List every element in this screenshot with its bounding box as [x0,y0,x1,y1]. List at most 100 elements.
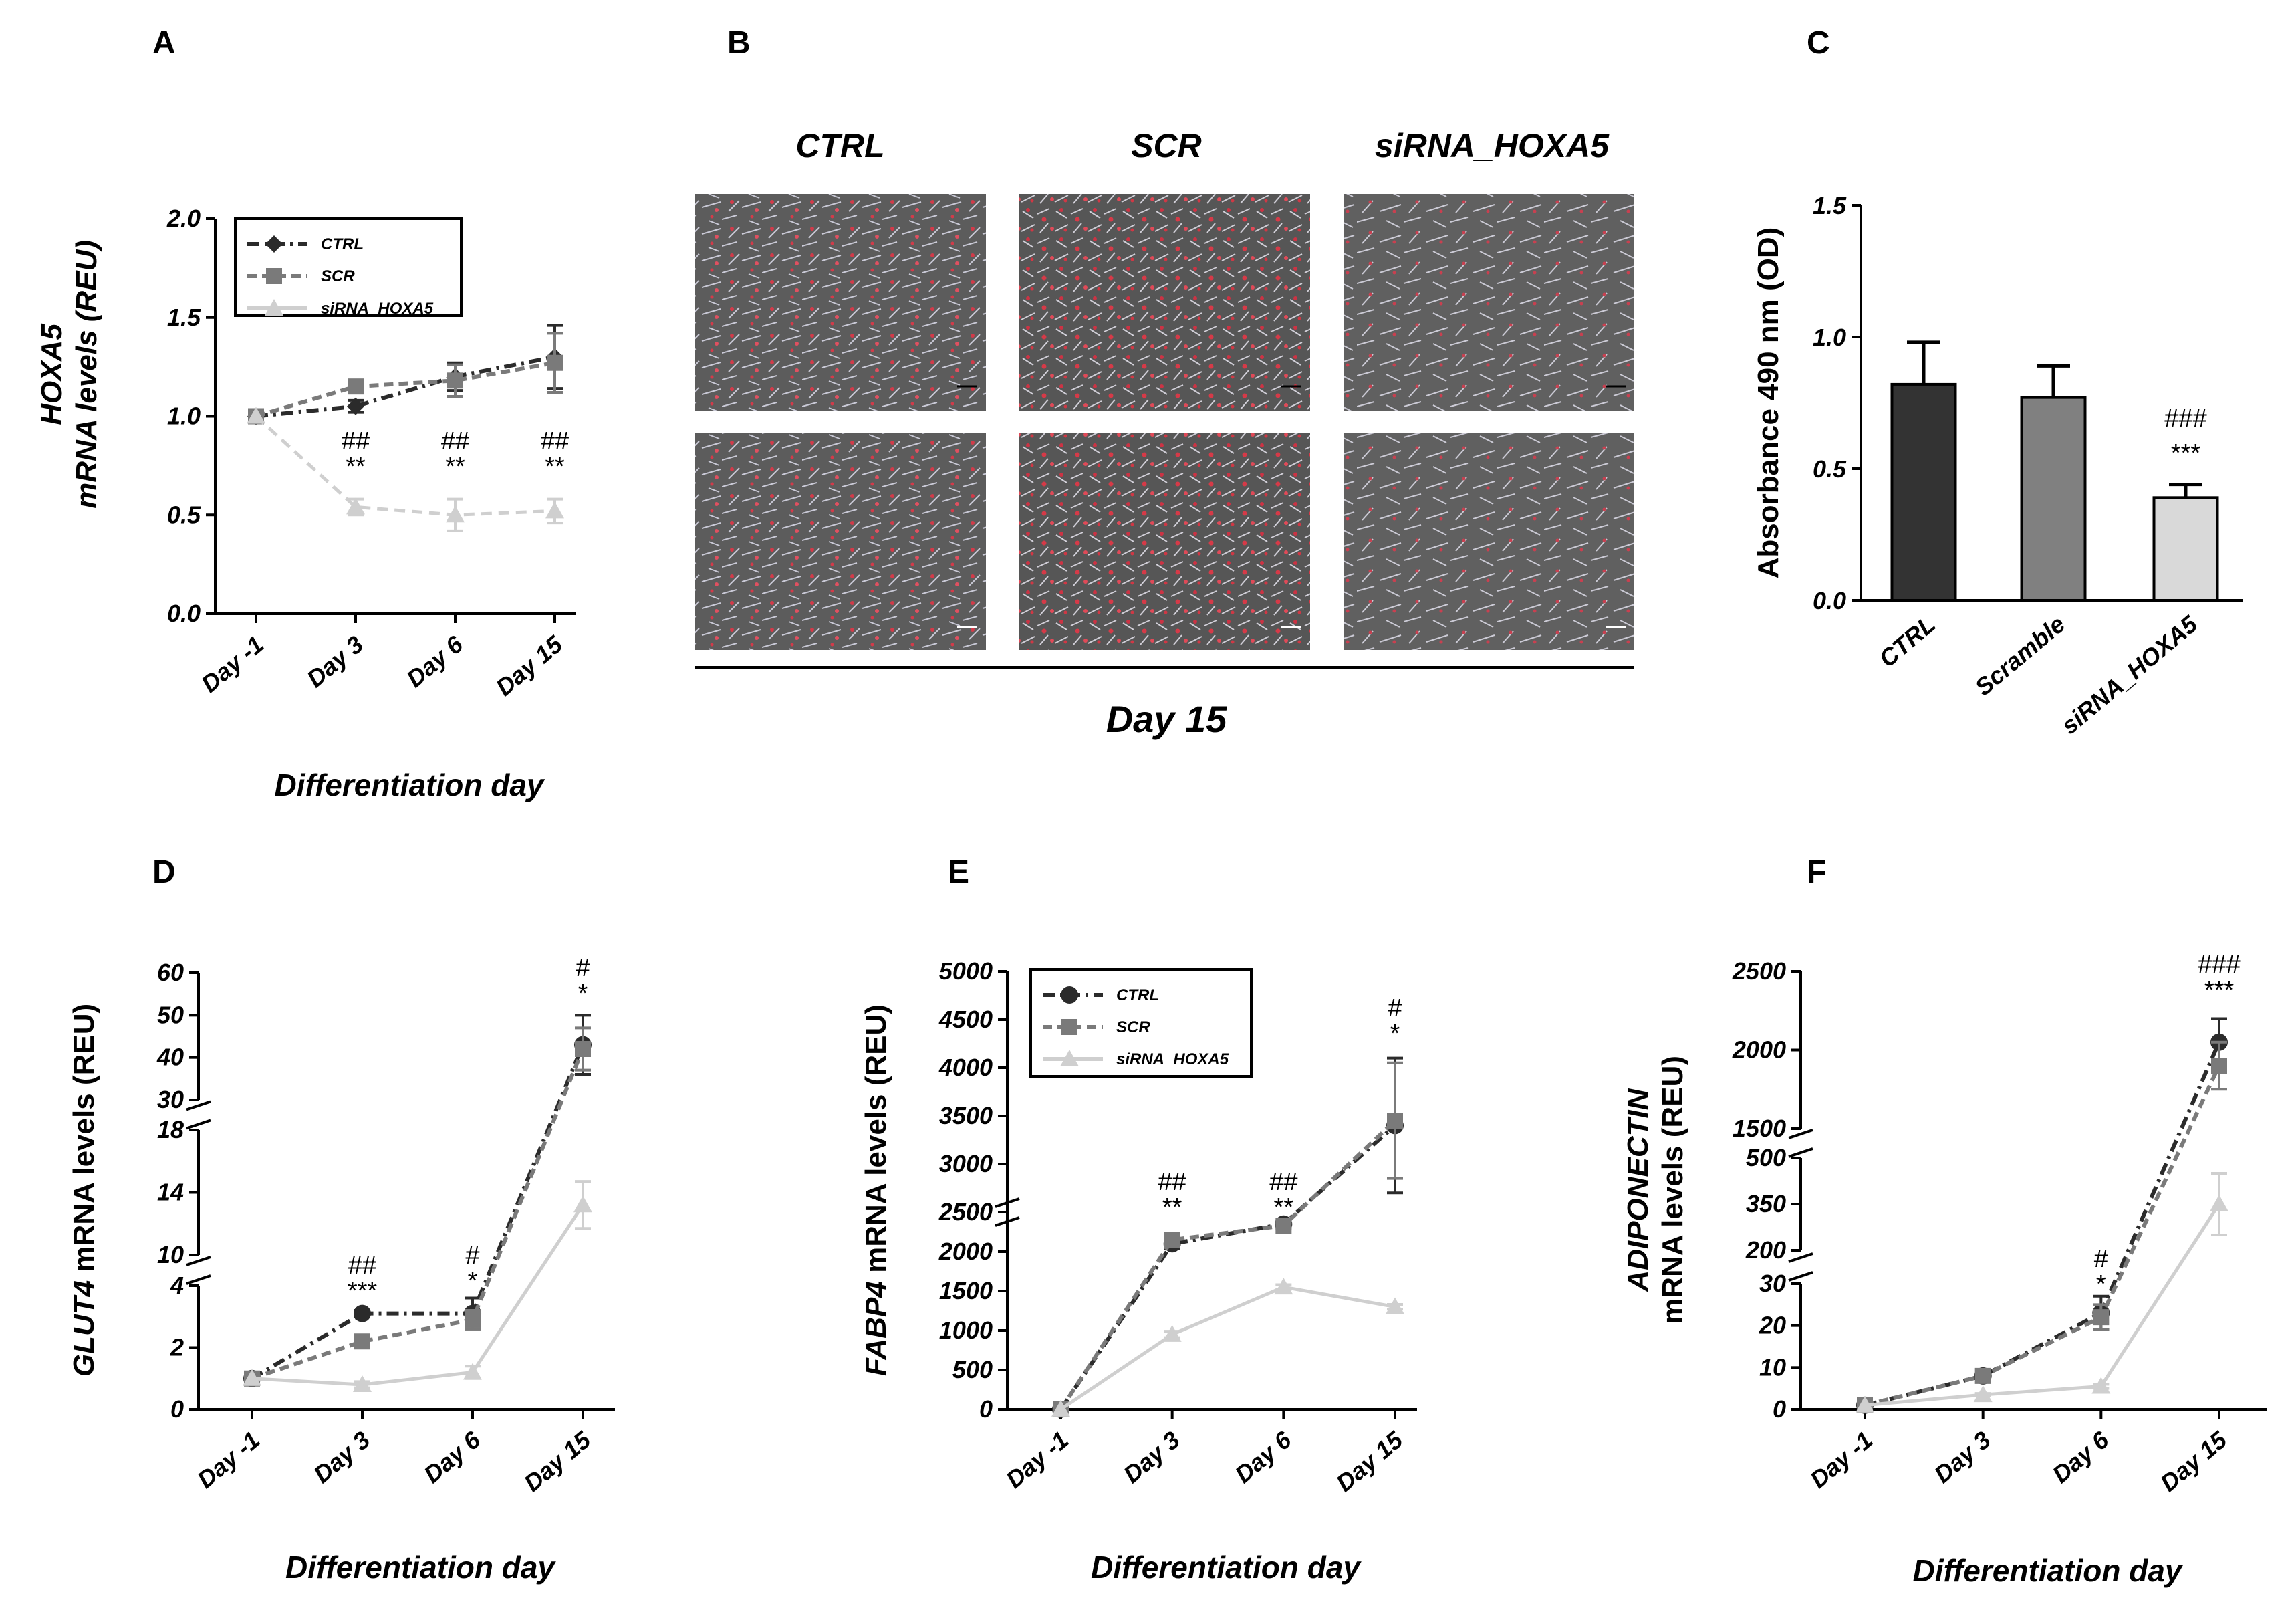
panel-label-f: F [1807,854,1826,890]
data-point-ctrl [347,397,364,415]
y-tick-label: 500 [952,1356,993,1383]
column-title-ctrl: CTRL [795,127,884,164]
y-tick-label: 4500 [938,1006,993,1033]
data-point-sirna [2091,1377,2111,1394]
significance-hash: ### [2164,404,2206,433]
legend-label-ctrl: CTRL [1116,986,1159,1004]
axis-break [186,1100,211,1130]
series-line-sirna [255,415,555,517]
data-point-sirna [1386,1297,1404,1314]
data-point-ctrl [354,1304,371,1322]
x-axis-label: Differentiation day [1091,1550,1362,1585]
y-tick-label: 1.0 [167,402,201,430]
panel-label-d: D [152,854,176,890]
y-tick-label: 60 [157,959,184,986]
significance-star: * [1390,1020,1400,1048]
legend-marker-sirna [265,299,283,316]
x-tick-label: Day 3 [1929,1426,1996,1488]
y-axis-label-gene: HOXA5 [35,324,68,425]
y-tick-label: 5000 [939,957,993,985]
y-axis-label-rest: mRNA levels (REU) [860,1004,892,1281]
significance-star: ** [445,453,465,481]
data-point-sirna [573,1195,592,1213]
x-tick-label: siRNA_HOXA5 [2056,610,2203,739]
legend-label-scr: SCR [321,267,355,285]
significance-hash: ## [441,427,469,455]
y-tick-label: 2500 [938,1198,993,1226]
significance-hash: ## [348,1252,376,1280]
data-point-sirna [463,1363,482,1380]
data-point-scr [354,1333,370,1350]
data-point-scr [547,354,563,371]
series-line-scr [1059,1119,1397,1411]
y-tick-label: 200 [1745,1236,1786,1264]
bar-scr [2020,396,2087,602]
y-tick-label: 0 [979,1395,993,1423]
micrograph-ctrl-top [695,194,986,411]
data-point-scr [1387,1113,1403,1129]
x-tick-label: Day 3 [1118,1426,1185,1488]
y-tick-label: 18 [157,1116,184,1143]
series-line-sirna [1059,1285,1396,1411]
series-line-scr [1864,1064,2221,1407]
data-point-sirna [1856,1395,1874,1413]
x-tick-label: Day 15 [491,630,568,701]
y-tick-label: 30 [157,1086,184,1113]
y-axis-label: Absorbance 490 nm (OD) [1752,227,1785,579]
x-tick-label: Day -1 [196,630,269,698]
significance-star: ** [1274,1193,1294,1222]
axis-break [995,1197,1020,1227]
legend-label-ctrl: CTRL [321,235,364,253]
significance-hash: # [465,1242,479,1270]
micrograph-scr-top [1019,194,1310,411]
column-title-scr: SCR [1131,127,1202,164]
y-tick-label: 20 [1759,1312,1786,1339]
legend-label-scr: SCR [1116,1018,1150,1036]
series-line-sirna [1864,1203,2221,1407]
y-tick-label: 2.0 [166,205,201,232]
y-tick-label: 40 [156,1044,184,1071]
y-tick-label: 0 [1773,1395,1786,1423]
data-point-scr [575,1041,591,1057]
x-tick-label: Day -1 [1805,1426,1878,1494]
series-line-sirna [251,1203,585,1387]
legend-label-sirna: siRNA_HOXA5 [1116,1050,1229,1068]
y-axis-label-gene: ADIPONECTIN [1622,1088,1654,1292]
y-axis-label: mRNA levels (REU) [1656,1056,1689,1324]
micrograph-sirna-top [1344,194,1634,411]
y-tick-label: 2500 [1732,957,1786,985]
panel-label-c: C [1807,25,1830,61]
y-tick-label: 1500 [939,1277,993,1304]
axis-break [186,1256,211,1285]
legend-box [234,217,463,317]
y-tick-label: 10 [1759,1353,1786,1381]
significance-hash: ## [342,427,370,455]
data-point-sirna [1274,1278,1293,1295]
data-point-sirna [1973,1385,1993,1403]
x-tick-label: Day 15 [2155,1425,2233,1497]
panel-label-a: A [152,25,176,61]
micrograph-ctrl-bottom [695,433,986,650]
data-point-scr [465,1311,481,1328]
data-point-sirna [545,501,564,519]
significance-hash: ### [2198,951,2240,979]
series-line-scr [251,1048,585,1381]
x-tick-label: Day 6 [1230,1425,1297,1488]
legend-marker-sirna [1060,1050,1079,1066]
chart-d: 0 2 4 10 14 18 30 40 50 60 Day -1 Day 3 Day 6 Day 15 #… [68,954,615,1585]
chart-e: 0500100015002000250025003000350040004500… [860,957,1417,1585]
y-tick-label: 3000 [939,1150,993,1177]
y-tick-label: 0.5 [167,501,201,528]
x-tick-label: Day -1 [1001,1426,1073,1494]
data-point-scr [1275,1218,1292,1234]
significance-hash: # [576,954,590,982]
x-tick-label: Day 3 [308,1426,375,1488]
y-tick-label: 1.0 [1813,324,1846,351]
y-tick-label: 10 [157,1241,184,1268]
data-point-sirna [1051,1399,1070,1417]
significance-star: ** [1162,1193,1182,1222]
significance-hash: # [1388,994,1402,1022]
series-line-ctrl [255,354,555,419]
